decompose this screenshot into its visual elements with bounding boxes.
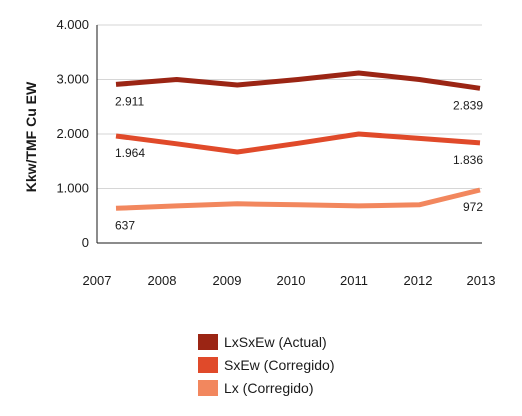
legend-label: Lx (Corregido) xyxy=(224,379,314,396)
x-tick-label: 2008 xyxy=(148,273,177,288)
grid-lines xyxy=(97,24,482,189)
x-tick-label: 2007 xyxy=(83,273,112,288)
legend-item: SxEw (Corregido) xyxy=(198,353,334,376)
data-label: 2.839 xyxy=(453,98,483,112)
data-label: 637 xyxy=(115,218,135,232)
x-tick-label: 2013 xyxy=(467,273,496,288)
x-tick-label: 2012 xyxy=(404,273,433,288)
y-tick-label: 2.000 xyxy=(56,126,89,141)
x-tick-label: 2010 xyxy=(277,273,306,288)
y-tick-labels: 0 1.000 2.000 3.000 4.000 xyxy=(56,17,89,250)
data-label: 1.836 xyxy=(453,153,483,167)
series-line xyxy=(115,187,481,211)
legend-item: LxSxEw (Actual) xyxy=(198,330,334,353)
series-lines xyxy=(115,70,481,211)
legend-swatch xyxy=(198,379,218,396)
legend-swatch xyxy=(198,333,218,350)
legend-label: SxEw (Corregido) xyxy=(224,356,335,373)
y-tick-label: 3.000 xyxy=(56,72,89,87)
legend-label: LxSxEw (Actual) xyxy=(224,333,327,350)
x-tick-label: 2011 xyxy=(340,273,368,288)
data-labels: 2.911 2.839 1.964 1.836 637 972 xyxy=(115,94,483,232)
legend: LxSxEw (Actual) SxEw (Corregido) Lx (Cor… xyxy=(198,330,334,399)
axes xyxy=(96,25,482,244)
data-label: 2.911 xyxy=(115,94,144,108)
series-line xyxy=(115,70,481,91)
x-tick-labels: 2007 2008 2009 2010 2011 2012 2013 xyxy=(83,273,496,288)
legend-item: Lx (Corregido) xyxy=(198,376,334,399)
y-axis-label: Kkw/TMF Cu EW xyxy=(23,81,39,192)
x-tick-label: 2009 xyxy=(213,273,242,288)
data-label: 972 xyxy=(463,200,483,214)
legend-swatch xyxy=(198,356,218,373)
data-label: 1.964 xyxy=(115,146,145,160)
y-tick-label: 4.000 xyxy=(56,17,89,32)
series-line xyxy=(115,131,481,155)
y-tick-label: 0 xyxy=(82,235,89,250)
y-tick-label: 1.000 xyxy=(56,181,89,196)
